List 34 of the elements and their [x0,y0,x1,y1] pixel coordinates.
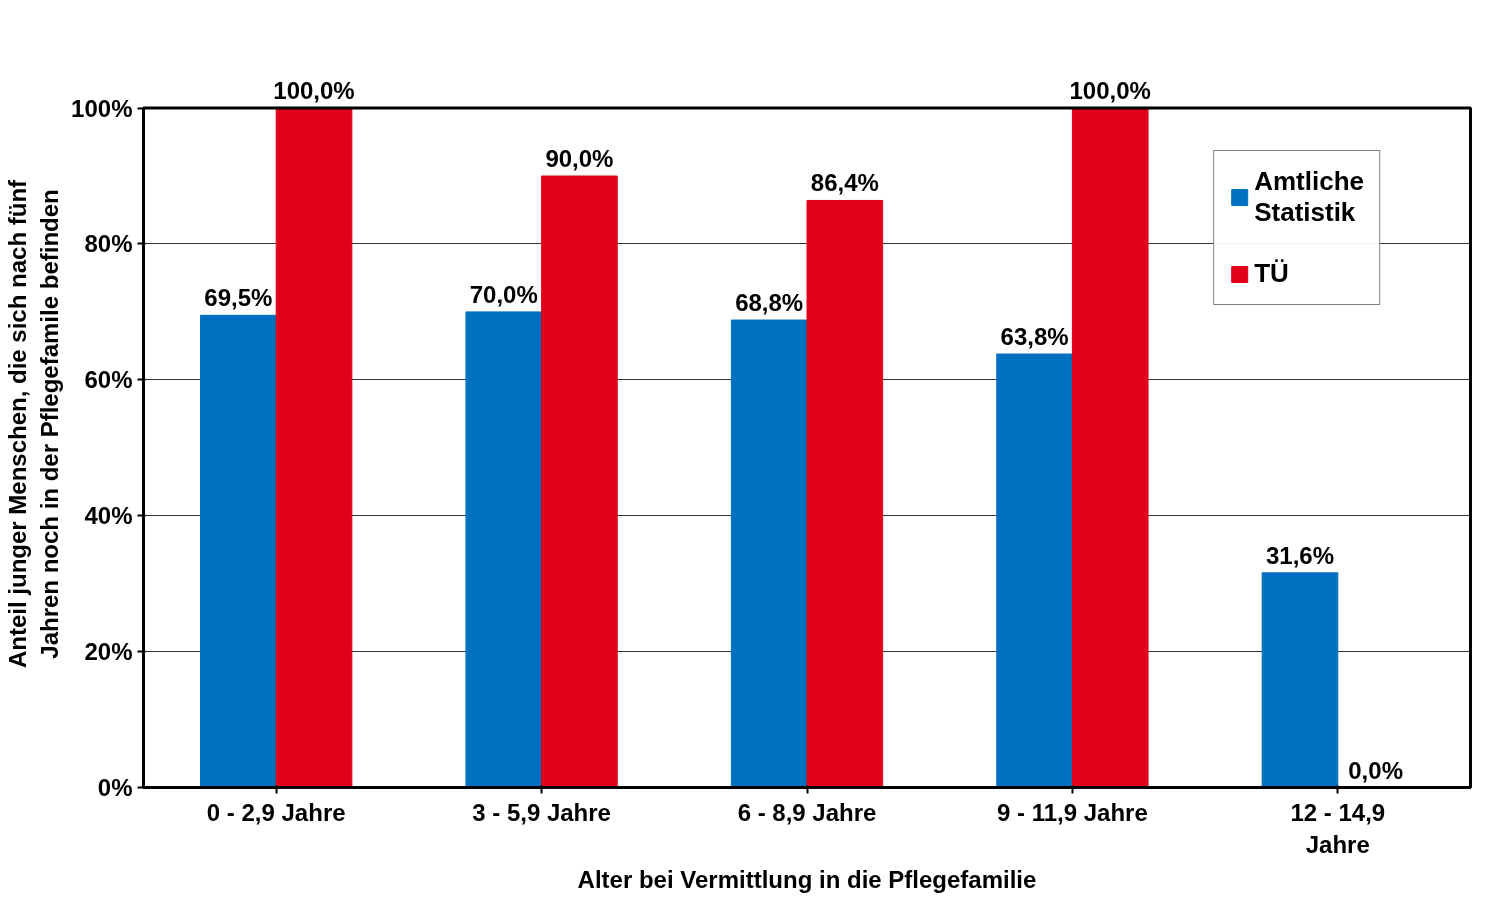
x-tick-label: 12 - 14,9 Jahre [1290,798,1386,858]
y-tick-label: 80% [84,230,133,258]
data-label: 0,0% [1348,756,1403,784]
x-tick-label: 6 - 8,9 Jahre [737,798,877,826]
bar [541,175,618,788]
data-label: 68,8% [735,289,804,317]
bar [275,107,353,788]
bar [200,314,277,788]
data-label: 70,0% [469,280,538,308]
data-label: 90,0% [545,145,614,172]
bar [465,311,543,788]
x-tick-label: 3 - 5,9 Jahre [472,798,611,826]
data-label: 69,5% [204,284,273,312]
legend-label: Amtliche Statistik [1254,166,1364,228]
data-label: 100,0% [1069,77,1151,105]
data-label: 63,8% [1000,323,1069,351]
y-tick-label: 100% [71,94,133,122]
bar [1071,107,1149,788]
data-label: 31,6% [1265,541,1335,569]
y-tick-label: 20% [84,638,133,666]
x-tick-label: 0 - 2,9 Jahre [206,798,346,826]
y-axis-title: Anteil junger Menschen, die sich nach fünf Jahren noch in der Pflegefamile befinden [3,178,64,669]
y-tick-label: 60% [84,366,133,394]
bar [806,199,884,788]
y-tick-label: 40% [84,502,133,530]
x-axis-title: Alter bei Vermittlung in die Pflegefamilie [577,865,1037,893]
legend-label: TÜ [1254,258,1289,289]
y-tick-label: 0% [97,774,133,801]
bar [996,353,1073,788]
bar [730,319,808,788]
data-label: 100,0% [273,77,355,105]
bar [1261,572,1339,788]
data-label: 86,4% [810,169,879,197]
x-tick-label: 9 - 11,9 Jahre [997,798,1148,826]
